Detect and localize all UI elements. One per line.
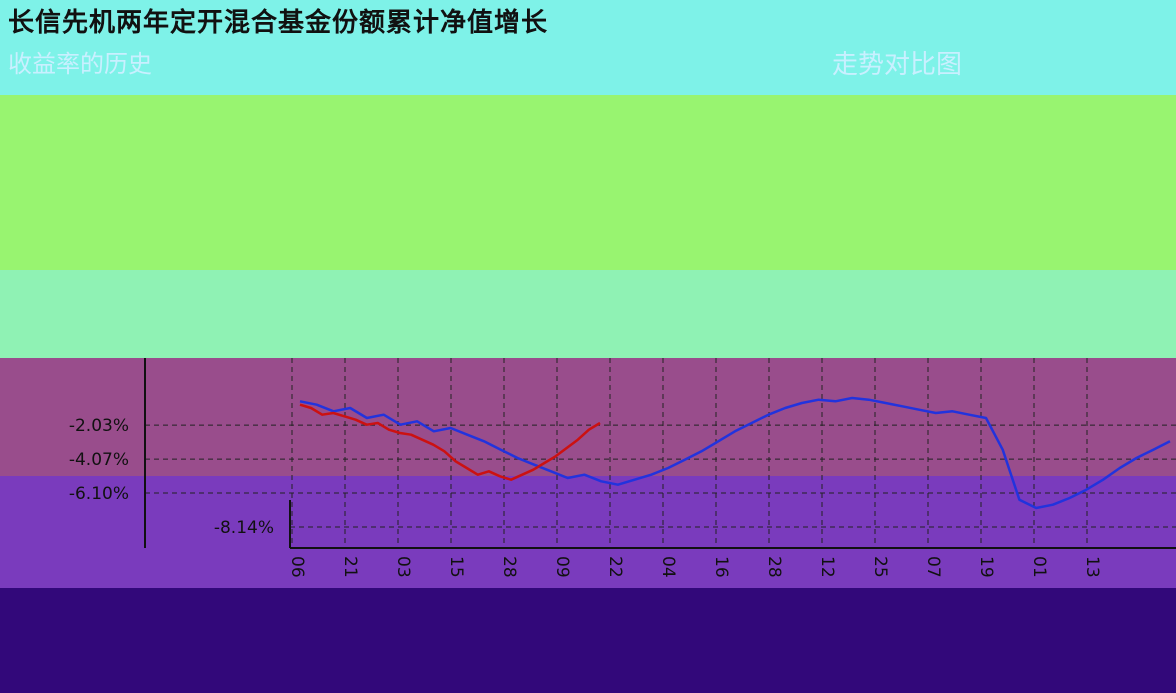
x-tick-label: 03 bbox=[393, 556, 413, 578]
x-tick-label: 15 bbox=[446, 556, 466, 578]
top-band bbox=[0, 0, 1176, 95]
benchmark-series-line bbox=[299, 403, 601, 481]
x-tick-label: 13 bbox=[1082, 556, 1102, 578]
x-tick-label: 22 bbox=[605, 556, 625, 578]
x-tick-label: 21 bbox=[340, 556, 360, 578]
green-band bbox=[0, 95, 1176, 270]
x-tick-label: 19 bbox=[976, 556, 996, 578]
grid-layer bbox=[144, 358, 1176, 549]
tick-layer: -2.03% -4.07% -6.10% -8.14% 06 21 03 15 28 09 22 04… bbox=[69, 416, 1102, 577]
y-tick-label: -4.07% bbox=[69, 450, 129, 470]
fund-series-line bbox=[299, 396, 1171, 510]
lower-band bbox=[0, 476, 1176, 588]
footer-band bbox=[0, 588, 1176, 693]
mint-band bbox=[0, 270, 1176, 358]
y-tick-label: -6.10% bbox=[69, 484, 129, 504]
chart-title: 长信先机两年定开混合基金份额累计净值增长 bbox=[8, 8, 549, 38]
x-tick-label: 12 bbox=[817, 556, 837, 578]
x-tick-label: 01 bbox=[1029, 556, 1049, 578]
x-tick-label: 04 bbox=[658, 556, 678, 578]
x-tick-label: 06 bbox=[287, 556, 307, 578]
x-tick-label: 25 bbox=[870, 556, 890, 578]
x-tick-label: 28 bbox=[499, 556, 519, 578]
chart-subtitle-right: 走势对比图 bbox=[832, 50, 963, 80]
y-tick-label: -8.14% bbox=[214, 518, 274, 538]
x-tick-label: 16 bbox=[711, 556, 731, 578]
y-tick-label: -2.03% bbox=[69, 416, 129, 436]
series-layer bbox=[299, 396, 1171, 510]
x-tick-label: 07 bbox=[923, 556, 943, 578]
x-tick-label: 28 bbox=[764, 556, 784, 578]
x-tick-label: 09 bbox=[552, 556, 572, 578]
chart-subtitle-left: 收益率的历史 bbox=[8, 50, 152, 78]
